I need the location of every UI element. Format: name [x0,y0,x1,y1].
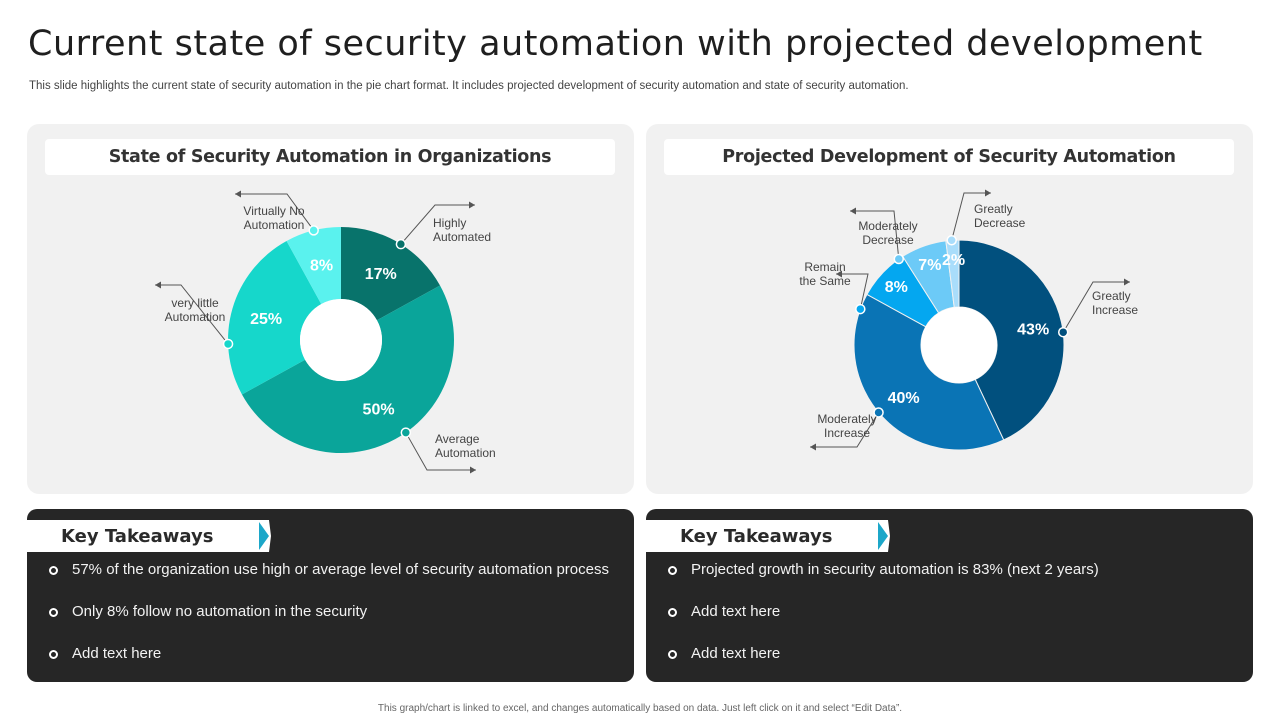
bullet-icon [49,650,58,659]
callout-dot [308,225,319,236]
donut-slice-average-automation[interactable] [241,285,455,453]
key-takeaways-box-left: Key Takeaways 57% of the organization us… [27,509,634,682]
donut-slices [853,239,1065,451]
chart-panel-projected-development: 43% 40% 8% 7% 2% Greatly Increase Moderately Inc… [646,124,1253,494]
callout-label: Average [435,432,480,446]
callout-dot [1057,326,1069,338]
donut-slice-highly-automated[interactable] [341,227,441,321]
key-takeaways-box-right: Key Takeaways Projected growth in securi… [646,509,1253,682]
slice-value-label: 2% [942,252,965,269]
slice-value-label: 50% [363,401,395,418]
bullet-icon [49,566,58,575]
page-subtitle: This slide highlights the current state … [29,80,909,92]
callout-dot [222,338,234,350]
callout-dot [893,253,905,265]
bullet-icon [49,608,58,617]
slice-value-label: 40% [888,390,920,407]
bullet-icon [668,608,677,617]
callout-label: Moderately [858,219,917,233]
list-item: Add text here [666,645,1099,687]
footer-note: This graph/chart is linked to excel, and… [377,703,903,714]
chart-title-projected-development: Projected Development of Security Automa… [664,139,1234,175]
chevron-right-icon [874,520,890,552]
chevron-right-icon [255,520,271,552]
callout-label: Automation [435,446,496,460]
takeaways-list: 57% of the organization use high or aver… [47,561,609,687]
callout-label: Increase [1092,303,1138,317]
donut-hole [921,307,997,383]
callout-dot [873,407,884,418]
list-item: Projected growth in security automation … [666,561,1099,603]
bullet-icon [668,650,677,659]
slice-value-label: 8% [885,279,908,296]
callout-label: Remain [804,260,845,274]
callout-label: Automated [433,230,491,244]
callout-label: Moderately [817,412,876,426]
list-item: Add text here [47,645,609,687]
donut-slices [228,227,455,453]
callout-dot [395,238,407,250]
slice-value-label: 8% [310,257,333,274]
callout-label: very little [171,296,219,310]
page-title: Current state of security automation wit… [28,24,1203,64]
slice-labels: 43% 40% 8% 7% 2% [885,252,1049,407]
donut-hole [300,299,382,381]
list-item: Only 8% follow no automation in the secu… [47,603,609,645]
callout-label: Increase [824,426,870,440]
callouts: GreatlyIncreaseModeratelyIncreaseRemaint… [799,189,1138,451]
slice-value-label: 7% [918,257,941,274]
callout-label: Greatly [974,202,1013,216]
chart-panel-automation-state: 17% 50% 25% 8% Highly Automated Average Automat… [27,124,634,494]
list-item: Add text here [666,603,1099,645]
callout-dot [400,427,412,438]
callout-label: Decrease [862,233,914,247]
donut-slice-very-little-automation[interactable] [228,240,322,395]
callout-label: Automation [165,310,226,324]
callout-label: Greatly [1092,289,1131,303]
donut-slice-virtually-no-automation[interactable] [286,227,341,305]
takeaways-list: Projected growth in security automation … [666,561,1099,687]
callout-dot [855,303,866,315]
callout-label: Decrease [974,216,1026,230]
chart-title-automation-state: State of Security Automation in Organiza… [45,139,615,175]
list-item: 57% of the organization use high or aver… [47,561,609,603]
key-takeaways-header: Key Takeaways [27,520,269,552]
slice-value-label: 25% [250,311,282,328]
bullet-icon [668,566,677,575]
slice-value-label: 17% [365,266,397,283]
callout-label: Virtually No [243,204,304,218]
callout-dot [946,235,957,246]
donut-chart-projected-development[interactable]: 43%40%8%7% 2%GreatlyIncreaseModeratelyInc… [646,124,1253,494]
slice-value-label: 43% [1017,321,1049,338]
key-takeaways-header: Key Takeaways [646,520,888,552]
callout-label: the Same [799,274,851,288]
donut-chart-automation-state[interactable]: 17%50%25%8%HighlyAutomatedAverageAutomat… [27,124,634,494]
callout-label: Highly [433,216,466,230]
slice-labels: 17% 50% 25% 8% [250,257,397,418]
callout-label: Automation [244,218,305,232]
